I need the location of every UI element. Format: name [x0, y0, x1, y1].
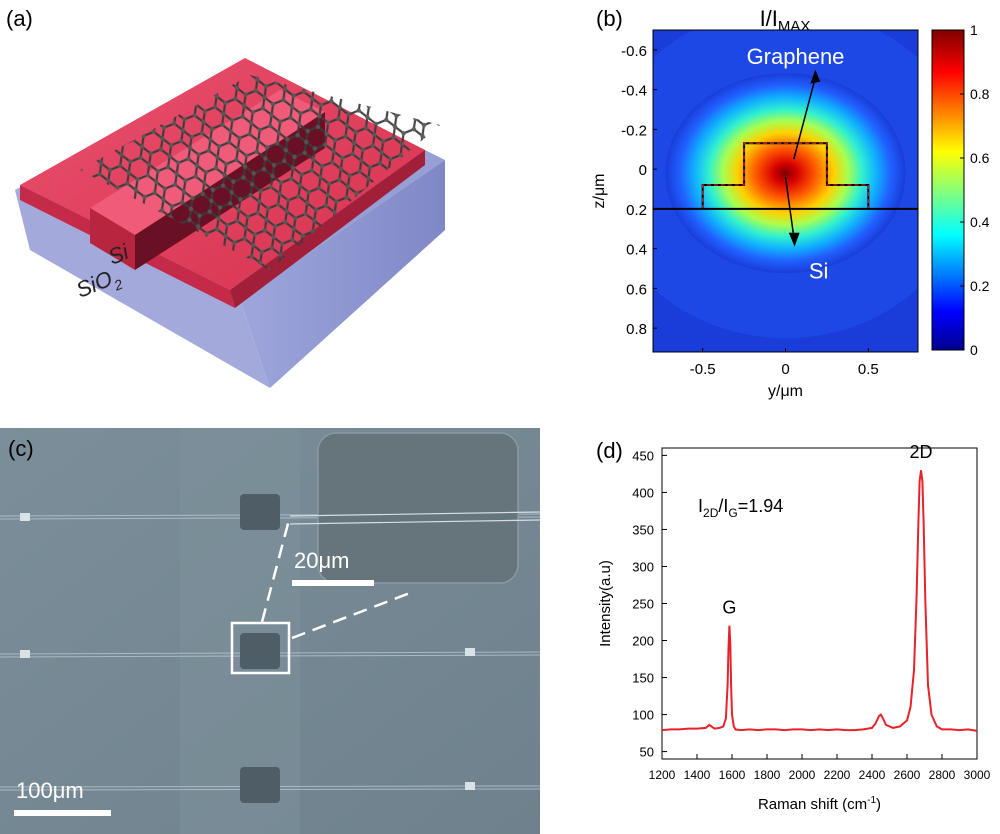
colorbar-tick-label: 0 [970, 342, 978, 358]
x-tick-label: -0.5 [690, 361, 716, 378]
y-tick-label: -0.2 [621, 122, 647, 139]
y-tick-label: 0.2 [626, 202, 647, 219]
x-tick-label: 1400 [684, 768, 711, 782]
colorbar-tick-label: 0.6 [970, 150, 990, 166]
x-tick-label: 2200 [824, 768, 851, 782]
y-tick-label: 150 [632, 671, 654, 686]
y-tick-label: 200 [632, 634, 654, 649]
y-tick-label: 100 [632, 708, 654, 723]
coupler [20, 650, 30, 658]
x-tick-label: 2600 [894, 768, 921, 782]
y-tick-label: 0.4 [626, 242, 647, 259]
panel-d-label: (d) [596, 438, 623, 463]
sio2-front-face [15, 190, 270, 388]
x-tick-label: 2000 [789, 768, 816, 782]
coupler [465, 782, 475, 790]
coupler [465, 648, 475, 656]
zoom-line [260, 515, 292, 623]
panel-c-sem-image: 20μm 100μm (c) [0, 428, 540, 834]
main-scale-label: 100μm [16, 778, 84, 803]
x-axis-label: y/μm [768, 383, 803, 400]
sem-micrograph [0, 428, 540, 834]
x-tick-label: 1200 [649, 768, 676, 782]
panel-b-label: (b) [596, 6, 623, 31]
x-tick-label: 0 [781, 361, 789, 378]
panel-a-label: (a) [6, 6, 33, 31]
inset-scale-label: 20μm [294, 548, 350, 573]
colorbar-tick-label: 0.8 [970, 86, 990, 102]
graphene-patch [240, 494, 280, 530]
x-tick-label: 3000 [964, 768, 991, 782]
peak-label: 2D [909, 442, 932, 462]
x-tick-label: 1800 [754, 768, 781, 782]
y-tick-label: 400 [632, 485, 654, 500]
y-tick-label: 250 [632, 597, 654, 612]
si-slab-right [230, 150, 425, 308]
graphene-arrow [793, 77, 817, 160]
x-tick-label: 2800 [929, 768, 956, 782]
plot-frame [661, 447, 978, 760]
mode-field [653, 30, 918, 339]
y-tick-label: 50 [640, 745, 654, 760]
graphene-patch [240, 633, 280, 669]
colorbar [931, 29, 965, 351]
y-tick-label: 0 [639, 162, 647, 179]
y-tick-label: 300 [632, 559, 654, 574]
x-tick-label: 2400 [859, 768, 886, 782]
x-axis-label: Raman shift (cm-1) [758, 795, 881, 813]
y-tick-label: -0.6 [621, 43, 647, 60]
si-arrowhead [788, 232, 800, 247]
inset-scale-bar [292, 580, 374, 586]
y-tick-label: -0.4 [621, 83, 647, 100]
graphene-outline [702, 142, 869, 209]
y-tick-label: 350 [632, 522, 654, 537]
colorbar-tick-label: 0.4 [970, 214, 990, 230]
si-arrow [784, 176, 795, 237]
main-scale-bar [14, 810, 111, 816]
si-rib-front [90, 208, 135, 270]
panel-d-raman-chart: I2D/IG=1.94 50 100 150 200 250 300 350 400 450 12… [597, 442, 991, 813]
panel-b-mode-heatmap: I/IMAX GrapheneSi-0.6-0.4-0.200.20.40.60… [591, 6, 990, 400]
y-tick-label: 0.6 [626, 281, 647, 298]
y-axis-label: Intensity(a.u) [597, 560, 614, 647]
coupler [20, 513, 30, 521]
panel-c-label: (c) [8, 436, 34, 461]
colorbar-tick-label: 0.2 [970, 278, 990, 294]
annotation-si: Si [809, 258, 829, 283]
graphene-sheet [80, 75, 440, 270]
peak-label: G [722, 598, 736, 618]
panel-a-illustration: Si SiO2 [15, 58, 445, 388]
x-tick-label: 0.5 [858, 361, 879, 378]
sio2-right-face [240, 160, 445, 388]
raman-spectrum-line [661, 470, 978, 732]
y-axis-label: z/μm [591, 174, 608, 209]
inset-graphene-region [317, 432, 519, 584]
y-tick-label: 0.8 [626, 321, 647, 338]
y-tick-label: 450 [632, 448, 654, 463]
graphene-arrowhead [810, 69, 821, 84]
colorbar-tick-label: 1 [970, 22, 978, 38]
graphene-patch [240, 767, 280, 803]
zoom-box [230, 621, 291, 675]
annotation-graphene: Graphene [747, 44, 845, 69]
mode-profile [665, 73, 906, 274]
ratio-annotation: I2D/IG=1.94 [698, 496, 783, 520]
x-tick-label: 1600 [719, 768, 746, 782]
